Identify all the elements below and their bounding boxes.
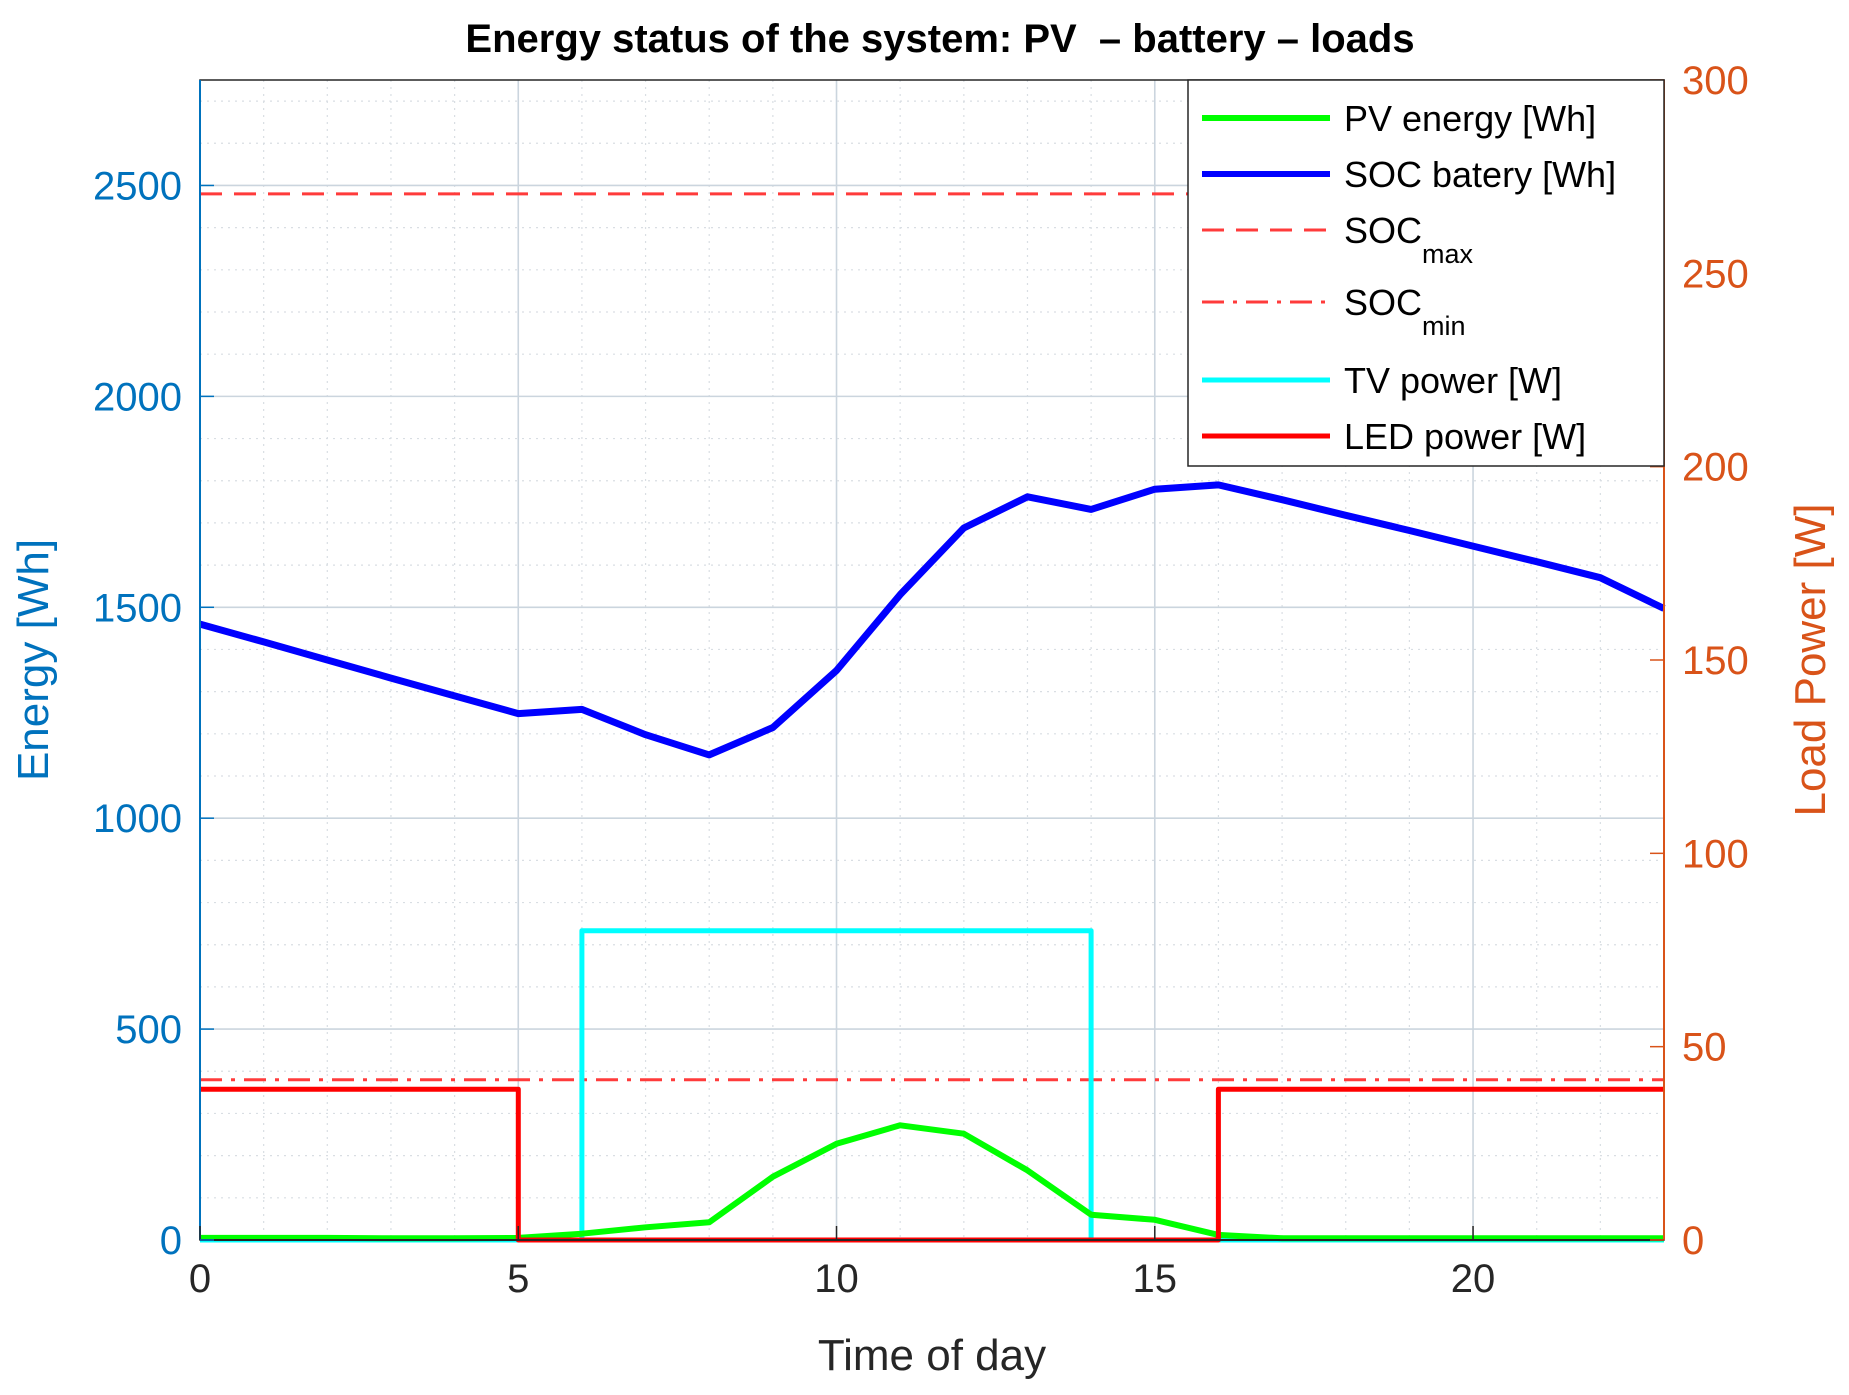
y-right-tick-label: 250 bbox=[1682, 252, 1749, 296]
y-right-tick-label: 50 bbox=[1682, 1026, 1727, 1070]
x-tick-label: 5 bbox=[507, 1257, 529, 1301]
y-left-tick-label: 1000 bbox=[93, 797, 182, 841]
x-tick-label: 15 bbox=[1133, 1257, 1178, 1301]
legend-box bbox=[1187, 79, 1665, 467]
legend-label-tv: TV power [W] bbox=[1344, 360, 1562, 401]
y-left-tick-label: 2000 bbox=[93, 375, 182, 419]
legend-label-soc: SOC batery [Wh] bbox=[1344, 154, 1616, 195]
legend-label-led: LED power [W] bbox=[1344, 416, 1586, 457]
y-axis-label-left: Energy [Wh] bbox=[9, 539, 58, 781]
legend-subscript-socmin: min bbox=[1422, 311, 1466, 341]
x-tick-label: 20 bbox=[1451, 1257, 1496, 1301]
y-left-tick-label: 0 bbox=[160, 1219, 182, 1263]
legend: PV energy [Wh]SOC batery [Wh]SOCmaxSOCmi… bbox=[1187, 79, 1665, 467]
chart-title: Energy status of the system: PV – batter… bbox=[465, 17, 1414, 61]
series-line-pv bbox=[200, 1122, 1664, 1242]
y-left-tick-label: 2500 bbox=[93, 164, 182, 208]
y-left-tick-label: 500 bbox=[115, 1008, 182, 1052]
legend-label-pv: PV energy [Wh] bbox=[1344, 98, 1596, 139]
series-line-tv bbox=[200, 928, 1664, 1243]
legend-subscript-socmax: max bbox=[1422, 239, 1474, 269]
x-tick-label: 0 bbox=[189, 1257, 211, 1301]
series-line-led bbox=[200, 1086, 1664, 1243]
y-right-tick-label: 150 bbox=[1682, 639, 1749, 683]
ticks-layer: 0 5 10 15 2005001000150020002500050100150200… bbox=[93, 59, 1749, 1301]
series-line-soc bbox=[199, 481, 1666, 759]
y-right-tick-label: 0 bbox=[1682, 1219, 1704, 1263]
y-axis-label-right: Load Power [W] bbox=[1786, 503, 1835, 816]
y-left-tick-label: 1500 bbox=[93, 586, 182, 630]
x-tick-label: 10 bbox=[814, 1257, 859, 1301]
y-right-tick-label: 200 bbox=[1682, 446, 1749, 490]
x-axis-label: Time of day bbox=[818, 1331, 1046, 1380]
y-right-tick-label: 100 bbox=[1682, 832, 1749, 876]
y-right-tick-label: 300 bbox=[1682, 59, 1749, 103]
